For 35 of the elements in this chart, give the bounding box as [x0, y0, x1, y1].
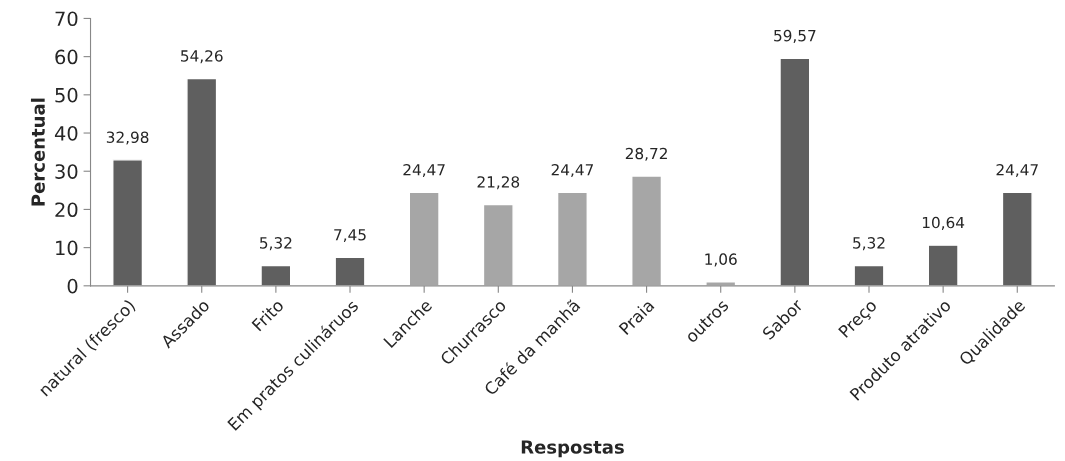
bar [260, 264, 292, 286]
data-label: 5,32 [853, 237, 885, 251]
data-label: 54,26 [181, 50, 223, 64]
x-axis-title: Respostas [521, 440, 624, 458]
data-label: 59,57 [774, 29, 816, 43]
data-label: 1,06 [705, 253, 737, 267]
y-tick-label: 70 [55, 11, 78, 27]
bar [779, 57, 811, 286]
y-tick-label: 20 [55, 202, 78, 218]
y-tick-label: 30 [55, 164, 78, 179]
data-label: 24,47 [403, 163, 445, 178]
y-tick-label: 50 [55, 87, 78, 103]
bar [408, 191, 440, 286]
bar [186, 77, 218, 286]
bar [482, 203, 514, 286]
bar [1001, 191, 1033, 286]
data-label: 24,47 [996, 163, 1038, 178]
y-axis-title: Percentual [30, 98, 45, 206]
data-label: 5,32 [260, 237, 292, 251]
bar [334, 256, 366, 286]
y-tick-label: 40 [54, 125, 78, 141]
y-tick-label: 0 [67, 278, 78, 294]
bar [927, 244, 959, 286]
data-label: 21,28 [477, 176, 520, 190]
bar [556, 191, 588, 286]
y-tick-label: 10 [56, 240, 78, 256]
data-label: 7,45 [334, 229, 366, 243]
data-label: 32,98 [106, 131, 149, 145]
data-label: 10,64 [922, 216, 965, 230]
y-tick-label: 60 [55, 49, 78, 65]
bar [112, 159, 144, 286]
data-label: 24,47 [551, 163, 593, 178]
bar [631, 175, 663, 286]
bar [853, 264, 885, 286]
data-label: 28,72 [625, 147, 667, 161]
